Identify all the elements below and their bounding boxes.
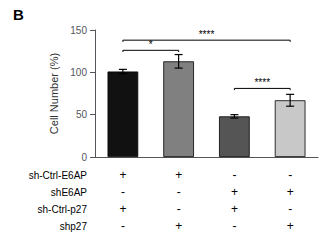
svg-text:B: B — [13, 6, 24, 23]
svg-text:+: + — [119, 202, 126, 216]
svg-text:+: + — [287, 185, 294, 199]
svg-text:-: - — [121, 219, 125, 233]
svg-text:150: 150 — [70, 25, 87, 36]
svg-text:shE6AP: shE6AP — [51, 187, 87, 198]
svg-text:sh-Ctrl-E6AP: sh-Ctrl-E6AP — [29, 170, 88, 181]
svg-text:****: **** — [199, 29, 215, 40]
svg-text:-: - — [121, 185, 125, 199]
svg-text:+: + — [231, 202, 238, 216]
svg-text:100: 100 — [70, 67, 87, 78]
svg-text:sh-Ctrl-p27: sh-Ctrl-p27 — [38, 204, 88, 215]
svg-text:-: - — [288, 168, 292, 182]
svg-text:0: 0 — [81, 152, 87, 163]
svg-text:+: + — [119, 168, 126, 182]
svg-text:-: - — [177, 202, 181, 216]
svg-text:+: + — [287, 219, 294, 233]
svg-text:-: - — [232, 168, 236, 182]
svg-text:-: - — [232, 219, 236, 233]
svg-text:shp27: shp27 — [60, 221, 88, 232]
svg-text:****: **** — [254, 77, 270, 88]
svg-text:+: + — [175, 219, 182, 233]
svg-text:-: - — [177, 185, 181, 199]
svg-text:Cell Number (%): Cell Number (%) — [48, 53, 60, 134]
svg-text:-: - — [288, 202, 292, 216]
svg-text:50: 50 — [76, 109, 88, 120]
svg-text:+: + — [175, 168, 182, 182]
svg-text:+: + — [231, 185, 238, 199]
